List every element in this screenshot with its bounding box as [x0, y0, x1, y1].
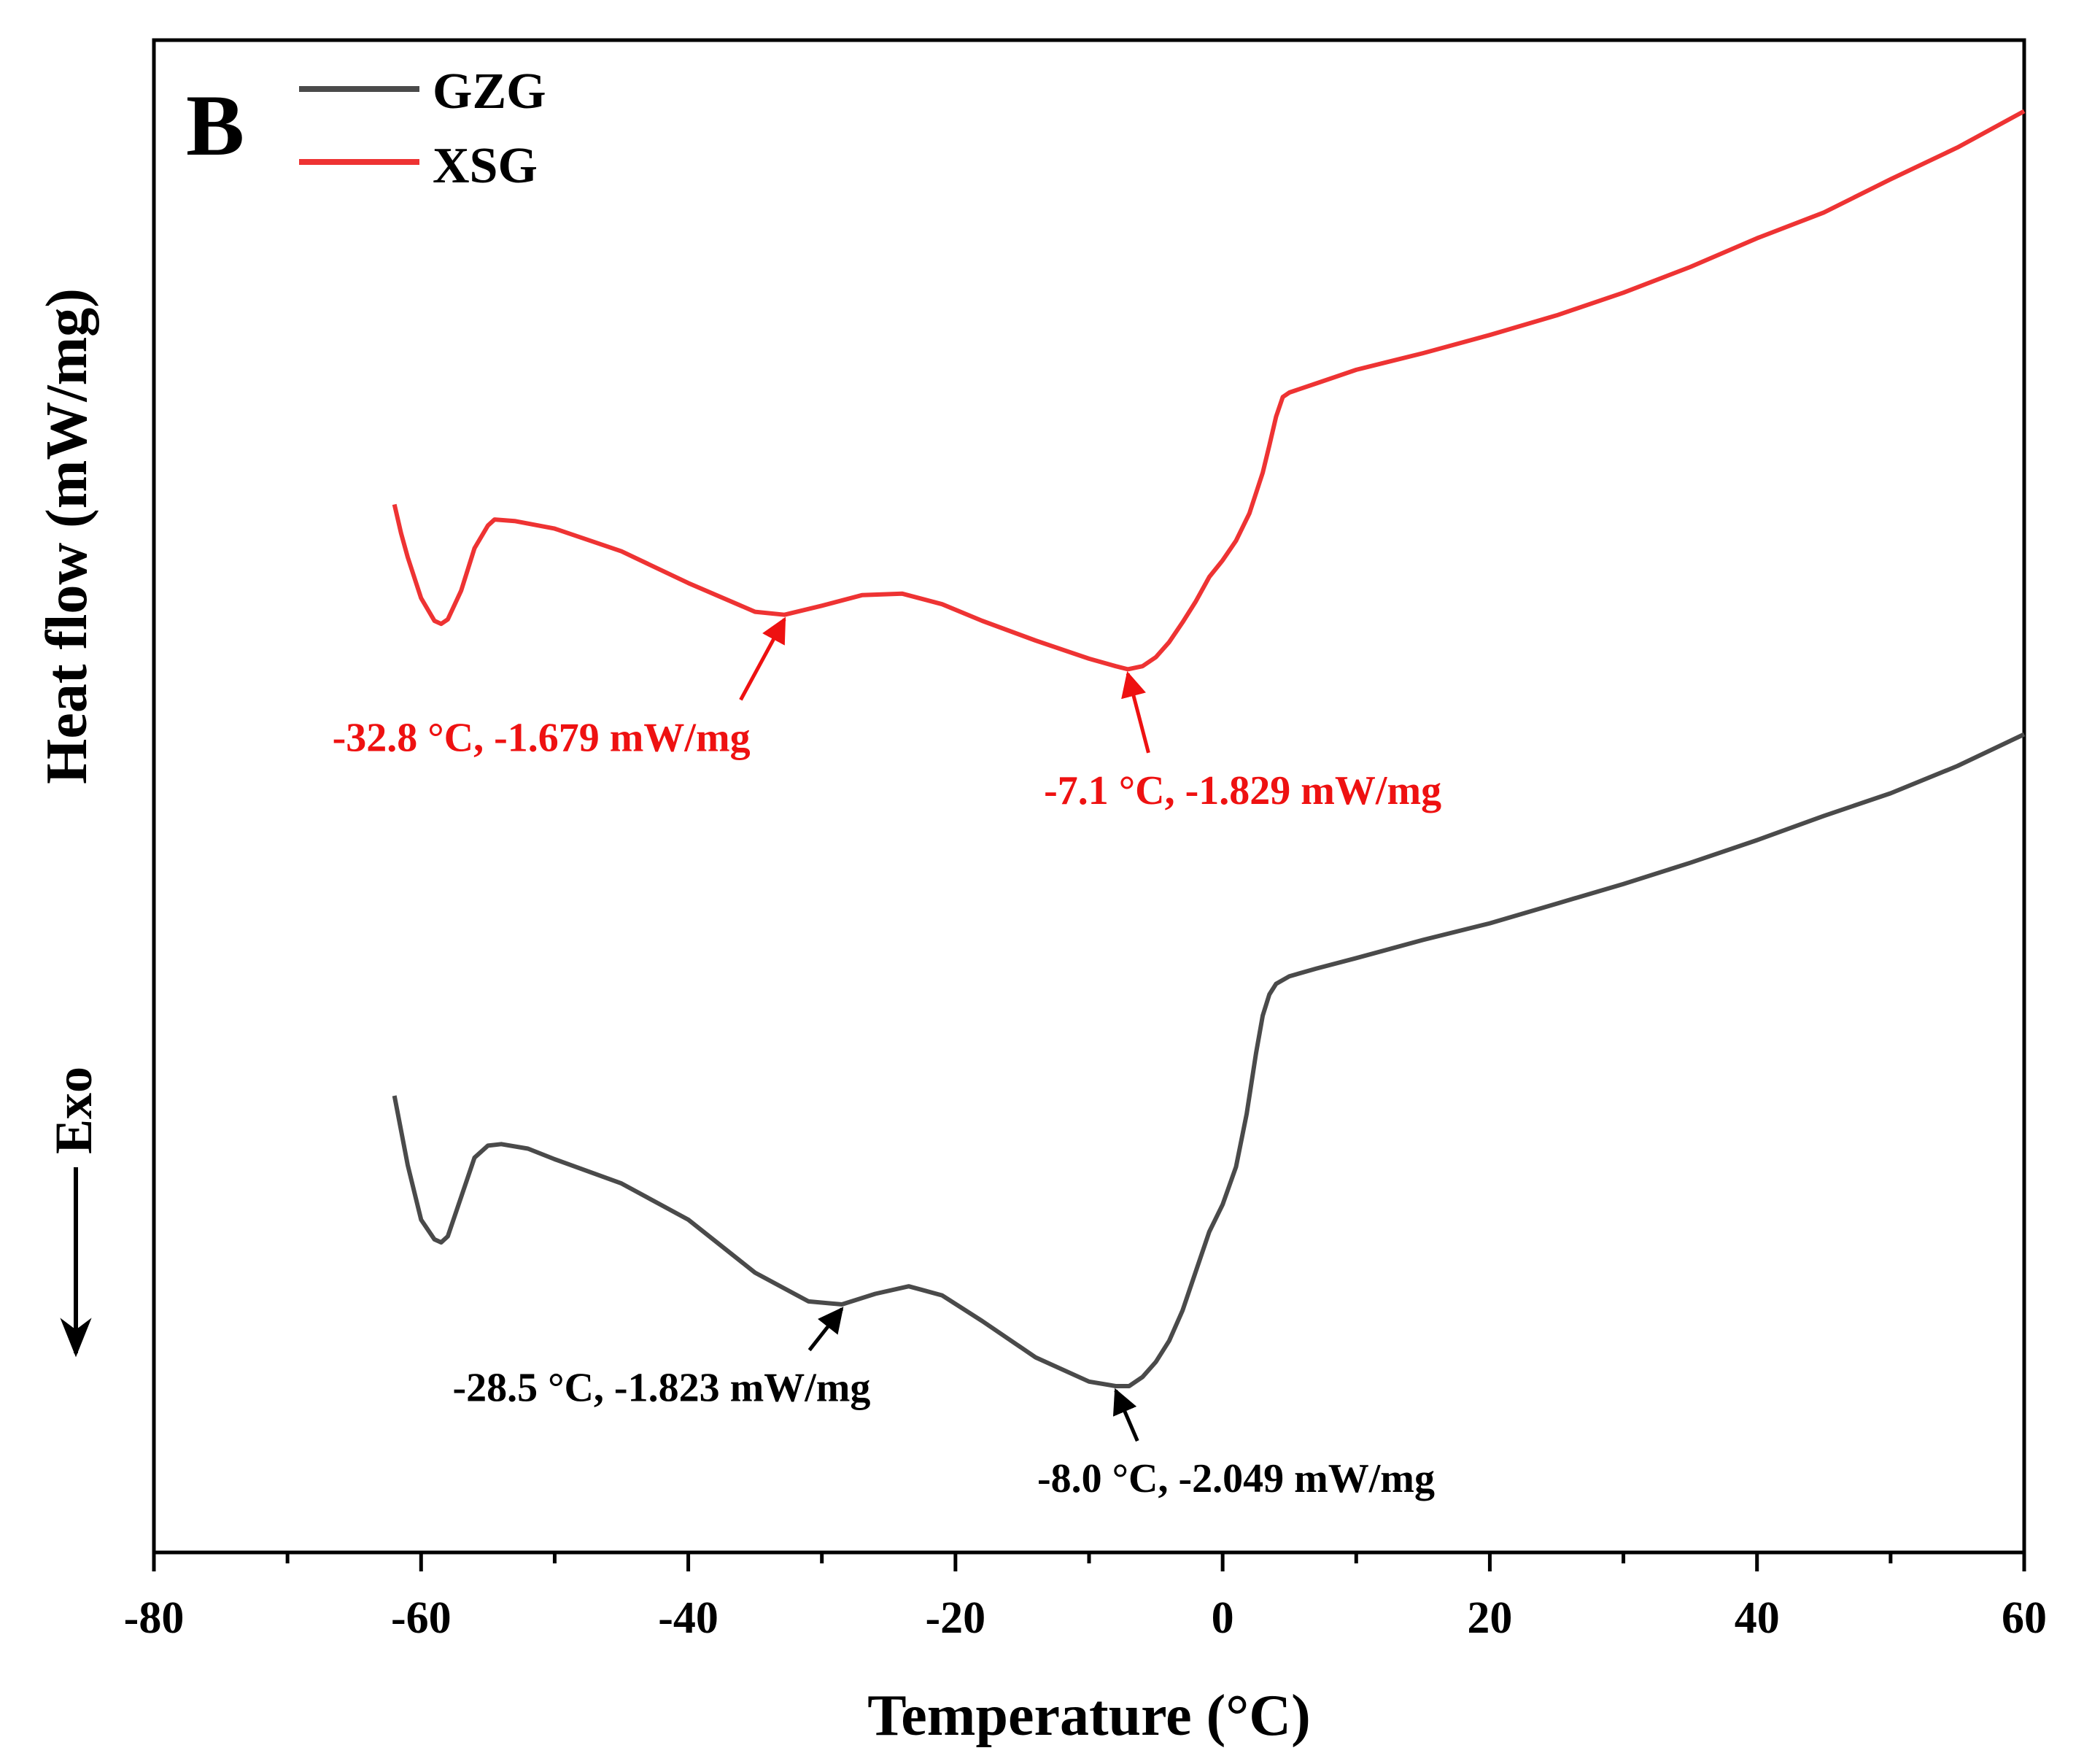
x-tick-label: -40 [658, 1593, 718, 1643]
x-tick-label: 20 [1467, 1593, 1512, 1643]
annotation-label: -7.1 °C, -1.829 mW/mg [1044, 768, 1441, 813]
annotation-layer: -32.8 °C, -1.679 mW/mg -7.1 °C, -1.829 mW… [333, 616, 1441, 1501]
exo-label: Exo [44, 1067, 103, 1154]
x-tick-label: -80 [124, 1593, 185, 1643]
annotation-arrow-icon [1112, 1388, 1139, 1442]
annotation-label: -8.0 °C, -2.049 mW/mg [1037, 1456, 1435, 1501]
series-line-xsg [392, 109, 2026, 672]
x-tick-label: -60 [391, 1593, 452, 1643]
legend-label-gzg: GZG [433, 63, 546, 120]
series-layer [392, 109, 2026, 1388]
annotation-label: -32.8 °C, -1.679 mW/mg [333, 715, 751, 760]
x-tick-label: -20 [926, 1593, 986, 1643]
annotation-arrow-icon [807, 1307, 844, 1352]
panel-label: B [186, 77, 244, 174]
x-tick-label: 60 [2002, 1593, 2047, 1643]
annotation-arrow-icon [739, 616, 786, 701]
x-tick-label: 0 [1212, 1593, 1234, 1643]
annotation-label: -28.5 °C, -1.823 mW/mg [452, 1366, 870, 1411]
x-tick-label: 40 [1735, 1593, 1780, 1643]
legend-label-xsg: XSG [433, 138, 538, 194]
y-axis-title: Heat flow (mW/mg) [35, 288, 99, 784]
legend: GZG XSG [299, 63, 546, 194]
x-axis-title: Temperature (°C) [867, 1684, 1310, 1748]
annotation-arrow-icon [1121, 670, 1150, 754]
series-line-gzg [392, 732, 2026, 1388]
x-axis-ticks: -80 -60 -40 -20 0 20 40 60 [124, 1552, 2047, 1643]
